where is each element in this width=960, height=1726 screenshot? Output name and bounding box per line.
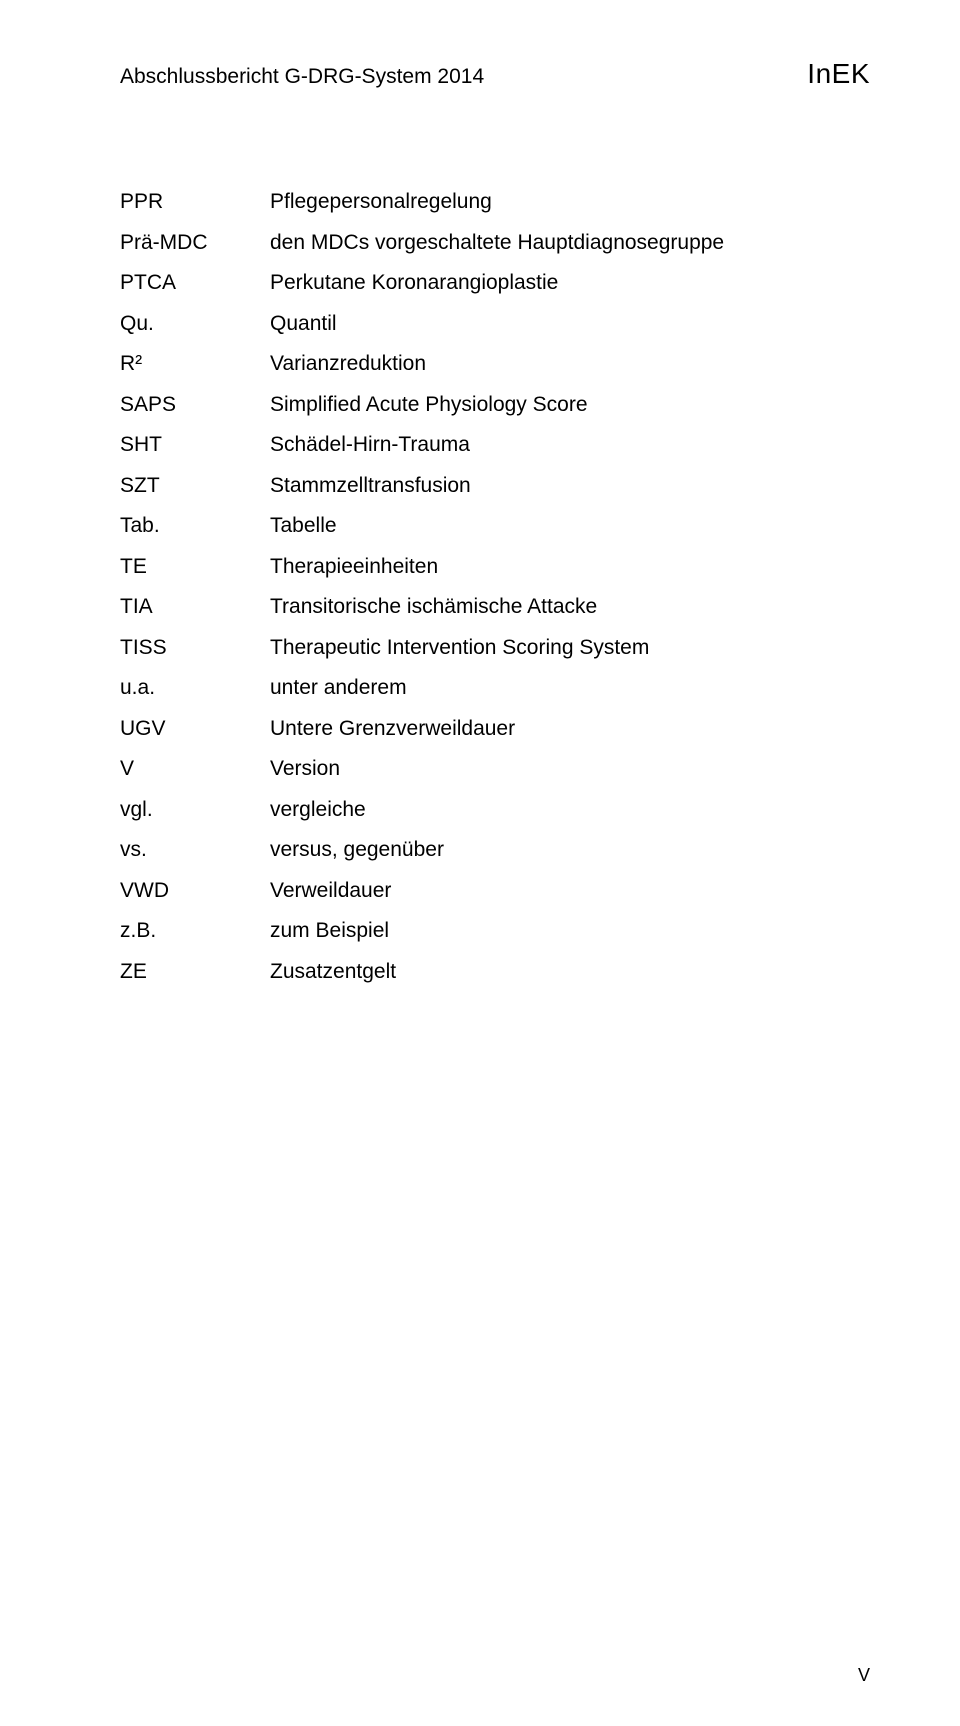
abbrev-value: Tabelle <box>270 514 870 538</box>
abbrev-key: PTCA <box>120 271 270 295</box>
abbrev-row: u.a.unter anderem <box>120 676 870 700</box>
abbrev-value: vergleiche <box>270 798 870 822</box>
abbrev-value: Transitorische ischämische Attacke <box>270 595 870 619</box>
abbrev-row: VWDVerweildauer <box>120 879 870 903</box>
abbrev-key: SHT <box>120 433 270 457</box>
abbrev-value: Verweildauer <box>270 879 870 903</box>
abbrev-key: vgl. <box>120 798 270 822</box>
abbrev-row: TIATransitorische ischämische Attacke <box>120 595 870 619</box>
abbrev-row: ZEZusatzentgelt <box>120 960 870 984</box>
page-header: Abschlussbericht G-DRG-System 2014 InEK <box>120 58 870 90</box>
abbrev-value: Zusatzentgelt <box>270 960 870 984</box>
abbrev-row: vgl.vergleiche <box>120 798 870 822</box>
abbrev-key: TIA <box>120 595 270 619</box>
abbrev-row: Qu.Quantil <box>120 312 870 336</box>
abbrev-row: Prä-MDCden MDCs vorgeschaltete Hauptdiag… <box>120 231 870 255</box>
abbrev-key: R² <box>120 352 270 376</box>
abbrev-row: R²Varianzreduktion <box>120 352 870 376</box>
abbrev-row: VVersion <box>120 757 870 781</box>
abbrev-key: Qu. <box>120 312 270 336</box>
abbrev-key: u.a. <box>120 676 270 700</box>
abbrev-key: ZE <box>120 960 270 984</box>
header-title: Abschlussbericht G-DRG-System 2014 <box>120 65 484 89</box>
abbrev-key: Prä-MDC <box>120 231 270 255</box>
abbrev-key: SAPS <box>120 393 270 417</box>
abbrev-key: TISS <box>120 636 270 660</box>
abbrev-key: z.B. <box>120 919 270 943</box>
abbrev-key: SZT <box>120 474 270 498</box>
abbrev-row: SZTStammzelltransfusion <box>120 474 870 498</box>
abbrev-value: versus, gegenüber <box>270 838 870 862</box>
abbrev-value: Simplified Acute Physiology Score <box>270 393 870 417</box>
abbrev-value: den MDCs vorgeschaltete Hauptdiagnosegru… <box>270 231 870 255</box>
abbrev-key: Tab. <box>120 514 270 538</box>
abbrev-value: Stammzelltransfusion <box>270 474 870 498</box>
abbrev-row: PTCAPerkutane Koronarangioplastie <box>120 271 870 295</box>
abbrev-row: z.B.zum Beispiel <box>120 919 870 943</box>
abbrev-value: Untere Grenzverweildauer <box>270 717 870 741</box>
abbrev-key: VWD <box>120 879 270 903</box>
abbrev-value: unter anderem <box>270 676 870 700</box>
abbrev-key: V <box>120 757 270 781</box>
abbrev-value: zum Beispiel <box>270 919 870 943</box>
abbrev-row: SHTSchädel-Hirn-Trauma <box>120 433 870 457</box>
abbrev-value: Therapeutic Intervention Scoring System <box>270 636 870 660</box>
abbrev-key: vs. <box>120 838 270 862</box>
abbrev-value: Schädel-Hirn-Trauma <box>270 433 870 457</box>
abbrev-row: SAPSSimplified Acute Physiology Score <box>120 393 870 417</box>
abbrev-row: TISSTherapeutic Intervention Scoring Sys… <box>120 636 870 660</box>
abbrev-value: Therapieeinheiten <box>270 555 870 579</box>
header-brand: InEK <box>807 58 870 90</box>
abbrev-row: vs.versus, gegenüber <box>120 838 870 862</box>
abbrev-key: TE <box>120 555 270 579</box>
abbreviation-list: PPRPflegepersonalregelungPrä-MDCden MDCs… <box>120 190 870 984</box>
document-page: Abschlussbericht G-DRG-System 2014 InEK … <box>0 0 960 1726</box>
abbrev-row: PPRPflegepersonalregelung <box>120 190 870 214</box>
abbrev-value: Quantil <box>270 312 870 336</box>
abbrev-row: UGVUntere Grenzverweildauer <box>120 717 870 741</box>
abbrev-value: Version <box>270 757 870 781</box>
abbrev-value: Pflegepersonalregelung <box>270 190 870 214</box>
abbrev-value: Varianzreduktion <box>270 352 870 376</box>
abbrev-value: Perkutane Koronarangioplastie <box>270 271 870 295</box>
abbrev-row: Tab.Tabelle <box>120 514 870 538</box>
abbrev-key: UGV <box>120 717 270 741</box>
abbrev-row: TETherapieeinheiten <box>120 555 870 579</box>
page-number: V <box>858 1665 870 1686</box>
abbrev-key: PPR <box>120 190 270 214</box>
